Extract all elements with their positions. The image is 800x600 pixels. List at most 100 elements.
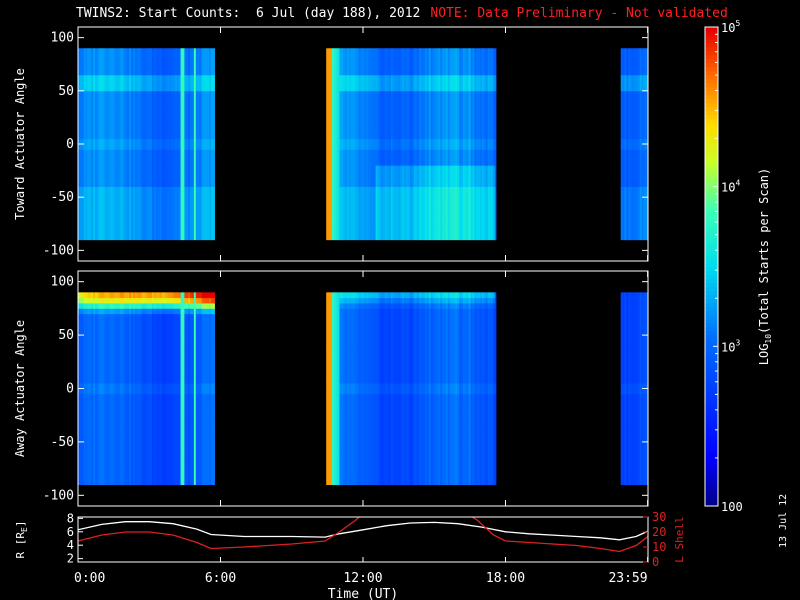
toward-panel-cell bbox=[364, 85, 367, 92]
toward-panel-cell bbox=[188, 223, 191, 230]
toward-panel-cell bbox=[188, 175, 191, 182]
toward-panel-cell bbox=[148, 144, 151, 150]
toward-panel-cell bbox=[212, 186, 215, 193]
toward-panel-cell bbox=[199, 202, 202, 209]
toward-panel-cell bbox=[188, 101, 191, 108]
toward-panel-cell bbox=[93, 213, 96, 219]
toward-panel-cell bbox=[201, 170, 204, 177]
toward-panel-cell bbox=[163, 69, 166, 76]
toward-panel-cell bbox=[127, 128, 130, 134]
toward-panel-cell bbox=[329, 53, 333, 60]
toward-panel-cell bbox=[163, 48, 166, 54]
toward-panel-cell bbox=[150, 80, 153, 86]
toward-panel-cell bbox=[100, 218, 104, 225]
toward-panel-cell bbox=[333, 218, 337, 225]
toward-panel-cell bbox=[114, 74, 117, 81]
toward-panel-cell bbox=[367, 53, 371, 60]
toward-panel-cell bbox=[343, 80, 346, 86]
toward-panel-cell bbox=[97, 223, 100, 230]
toward-panel-cell bbox=[192, 213, 195, 219]
toward-panel-cell bbox=[150, 96, 153, 102]
toward-panel-cell bbox=[83, 117, 86, 124]
toward-panel-cell bbox=[209, 122, 212, 129]
toward-panel-cell bbox=[81, 90, 85, 97]
toward-panel-cell bbox=[155, 122, 159, 129]
toward-panel-cell bbox=[95, 191, 98, 198]
toward-panel-cell bbox=[79, 170, 83, 177]
toward-panel-cell bbox=[117, 117, 121, 124]
toward-panel-cell bbox=[173, 58, 176, 65]
toward-panel-cell bbox=[339, 207, 342, 214]
toward-panel-cell bbox=[195, 101, 199, 108]
toward-panel-cell bbox=[345, 74, 348, 81]
toward-panel-cell bbox=[142, 64, 145, 70]
toward-panel-cell bbox=[180, 186, 183, 193]
toward-panel-cell bbox=[169, 191, 172, 198]
toward-panel-cell bbox=[193, 96, 197, 102]
toward-panel-cell bbox=[110, 112, 113, 118]
toward-panel-cell bbox=[335, 58, 338, 65]
toward-panel-cell bbox=[362, 58, 365, 65]
toward-panel-cell bbox=[354, 165, 357, 171]
toward-panel-cell bbox=[331, 207, 335, 214]
toward-panel-cell bbox=[165, 101, 168, 108]
toward-panel-cell bbox=[209, 58, 212, 65]
toward-panel-cell bbox=[102, 159, 105, 166]
toward-panel-cell bbox=[91, 85, 94, 92]
toward-panel-cell bbox=[211, 53, 214, 60]
toward-panel-cell bbox=[133, 74, 136, 81]
toward-panel-cell bbox=[211, 149, 214, 156]
toward-panel-cell bbox=[154, 64, 157, 70]
toward-panel-cell bbox=[146, 138, 149, 145]
toward-panel-cell bbox=[195, 106, 199, 113]
toward-panel-cell bbox=[335, 181, 338, 187]
toward-panel-cell bbox=[188, 90, 191, 97]
toward-panel-cell bbox=[328, 191, 331, 198]
toward-panel-cell bbox=[203, 133, 206, 140]
toward-panel-cell bbox=[114, 138, 117, 145]
toward-panel-cell bbox=[104, 74, 107, 81]
toward-panel-cell bbox=[144, 69, 147, 76]
toward-panel-cell bbox=[347, 117, 350, 124]
toward-panel-cell bbox=[146, 128, 149, 134]
toward-panel-cell bbox=[201, 128, 204, 134]
toward-panel-cell bbox=[79, 213, 83, 219]
toward-panel-cell bbox=[178, 90, 181, 97]
toward-panel-cell bbox=[182, 64, 185, 70]
toward-panel-cell bbox=[343, 64, 346, 70]
toward-panel-cell bbox=[326, 53, 329, 60]
toward-panel-cell bbox=[116, 165, 119, 171]
toward-panel-cell bbox=[178, 207, 181, 214]
toward-panel-cell bbox=[345, 80, 348, 86]
toward-panel-cell bbox=[79, 223, 83, 230]
toward-panel-cell bbox=[176, 207, 180, 214]
toward-panel-cell bbox=[182, 48, 185, 54]
toward-panel-cell bbox=[91, 101, 94, 108]
toward-panel-cell bbox=[167, 165, 170, 171]
toward-panel-cell bbox=[173, 90, 176, 97]
toward-panel-cell bbox=[348, 229, 352, 235]
toward-panel-cell bbox=[354, 138, 357, 145]
toward-panel-cell bbox=[152, 128, 155, 134]
toward-panel-cell bbox=[339, 90, 342, 97]
toward-panel-cell bbox=[81, 154, 85, 161]
toward-panel-cell bbox=[339, 122, 342, 129]
toward-panel-cell bbox=[127, 138, 130, 145]
toward-panel-cell bbox=[329, 106, 333, 113]
toward-panel-cell bbox=[354, 112, 357, 118]
toward-panel-cell bbox=[343, 213, 346, 219]
toward-panel-cell bbox=[117, 101, 121, 108]
toward-panel-cell bbox=[116, 144, 119, 150]
toward-panel-cell bbox=[199, 96, 202, 102]
toward-panel-cell bbox=[159, 186, 162, 193]
toward-panel-cell bbox=[169, 144, 172, 150]
toward-panel-cell bbox=[161, 149, 164, 156]
toward-panel-cell bbox=[197, 144, 200, 150]
toward-panel-cell bbox=[129, 122, 132, 129]
toward-panel-cell bbox=[348, 112, 352, 118]
toward-panel-cell bbox=[169, 74, 172, 81]
toward-panel-cell bbox=[199, 223, 202, 230]
toward-panel-cell bbox=[78, 96, 81, 102]
toward-panel-cell bbox=[345, 133, 348, 140]
toward-panel-cell bbox=[207, 165, 210, 171]
